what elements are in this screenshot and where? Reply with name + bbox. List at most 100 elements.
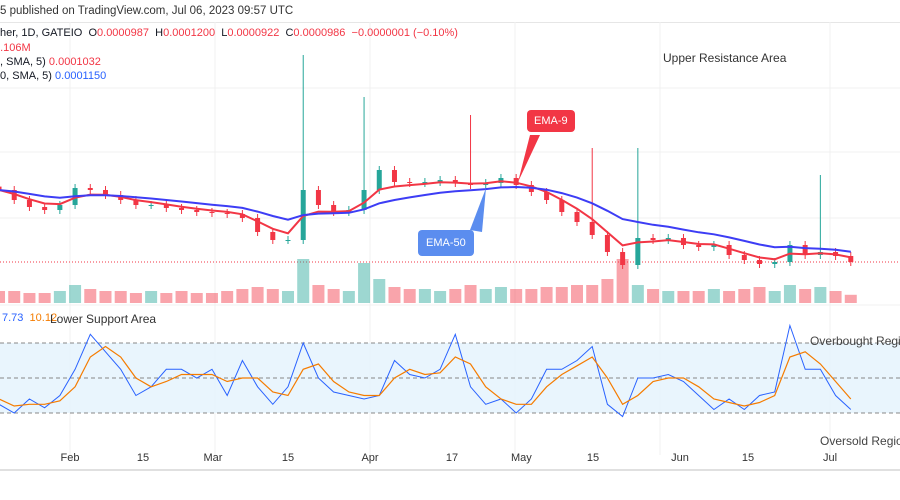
volume-value: 4.106M xyxy=(0,42,31,54)
change-value: −0.0000001 (−0.10%) xyxy=(351,27,458,39)
volume-bar xyxy=(114,291,127,303)
volume-bar xyxy=(38,293,51,303)
ema9-label: , SMA, 5) xyxy=(0,56,46,68)
candle-body xyxy=(391,170,397,182)
volume-bar xyxy=(145,291,158,303)
x-tick-label: Mar xyxy=(203,452,223,464)
volume-bar xyxy=(251,287,264,303)
ema50-legend: 0, SMA, 5) 0.0001150 xyxy=(0,70,106,82)
candle-body xyxy=(102,190,108,195)
volume-bar xyxy=(768,291,781,303)
volume-bar xyxy=(616,259,629,303)
ema50-label: 0, SMA, 5) xyxy=(0,70,52,82)
rsi-d-value: 10.12 xyxy=(29,312,58,324)
volume-bar xyxy=(738,289,751,303)
header-divider xyxy=(0,22,900,23)
volume-bar xyxy=(753,287,766,303)
close-label: C xyxy=(285,27,294,39)
volume-bar xyxy=(160,293,173,303)
x-tick-label: 17 xyxy=(445,452,459,464)
candle-body xyxy=(407,182,413,183)
ema50-pointer xyxy=(470,188,486,232)
candle-body xyxy=(650,238,656,240)
volume-bar xyxy=(510,289,523,303)
volume-bar xyxy=(23,293,36,303)
volume-bar xyxy=(403,289,416,303)
ema9-legend: , SMA, 5) 0.0001032 xyxy=(0,56,101,68)
candle-body xyxy=(255,218,261,232)
x-tick-label: Jun xyxy=(671,452,689,464)
open-value: 0.0000987 xyxy=(97,27,150,39)
x-tick-label: 15 xyxy=(586,452,600,464)
volume-bar xyxy=(799,289,812,303)
candle-body xyxy=(331,205,337,212)
candle-body xyxy=(209,212,215,213)
candle-body xyxy=(270,232,276,240)
candle-body xyxy=(26,200,32,207)
candle-body xyxy=(361,190,367,210)
candle-body xyxy=(0,186,2,190)
candle-body xyxy=(696,245,702,247)
ema50-line xyxy=(0,185,851,253)
candle-body xyxy=(42,207,48,210)
candle-body xyxy=(772,262,778,264)
x-tick-label: 15 xyxy=(281,452,295,464)
volume-bar xyxy=(236,289,249,303)
candle-body xyxy=(452,180,458,183)
volume-bar xyxy=(297,259,310,303)
ohlc-legend: her, 1D, GATEIO O0.0000987 H0.0001200 L0… xyxy=(0,27,458,39)
volume-bar xyxy=(327,289,340,303)
volume-bar xyxy=(555,287,568,303)
high-value: 0.0001200 xyxy=(163,27,216,39)
volume-bar xyxy=(282,291,295,303)
volume-bar xyxy=(69,285,82,303)
symbol-label: her, 1D, GATEIO xyxy=(0,27,83,39)
candle-body xyxy=(848,256,854,262)
volume-bar xyxy=(221,291,234,303)
volume-bar xyxy=(388,287,401,303)
ema50-callout: EMA-50 xyxy=(418,230,474,256)
volume-bar xyxy=(631,285,644,303)
volume-bar xyxy=(342,291,355,303)
x-tick-label: Apr xyxy=(361,452,379,464)
ema9-pointer xyxy=(518,135,540,182)
candle-body xyxy=(315,190,321,205)
publish-info: 5 published on TradingView.com, Jul 06, … xyxy=(0,5,294,17)
rsi-legend: 7.73 10.12 xyxy=(2,312,57,324)
volume-bar xyxy=(373,279,386,303)
candle-body xyxy=(422,182,428,183)
candle-body xyxy=(802,245,808,255)
volume-bar xyxy=(723,291,736,303)
volume-bar xyxy=(434,291,447,303)
candle-body xyxy=(148,205,154,206)
oversold-label: Oversold Region xyxy=(820,434,900,448)
volume-bar xyxy=(814,287,827,303)
volume-bar xyxy=(540,287,553,303)
ema9-value: 0.0001032 xyxy=(48,56,101,68)
x-tick-label: 15 xyxy=(136,452,150,464)
rsi-k-value: 7.73 xyxy=(2,312,24,324)
volume-bar xyxy=(844,294,857,303)
ema9-callout: EMA-9 xyxy=(527,110,575,132)
candle-body xyxy=(665,238,671,240)
volume-bar xyxy=(418,289,431,303)
upper-resistance-label: Upper Resistance Area xyxy=(663,51,787,65)
candle-body xyxy=(163,205,169,208)
candle-body xyxy=(285,240,291,241)
candle-body xyxy=(513,178,519,185)
candle-body xyxy=(741,255,747,260)
candle-body xyxy=(589,222,595,235)
rsi-d-line xyxy=(0,345,852,407)
lower-support-label: Lower Support Area xyxy=(50,312,157,326)
candle-body xyxy=(635,238,641,265)
volume-bar xyxy=(647,289,660,303)
close-value: 0.0000986 xyxy=(293,27,346,39)
candle-body xyxy=(57,205,63,210)
volume-bar xyxy=(479,289,492,303)
candle-body xyxy=(437,180,443,182)
volume-bar xyxy=(571,285,583,303)
candle-body xyxy=(711,245,717,247)
volume-bar xyxy=(464,285,477,303)
candle-body xyxy=(559,200,565,212)
